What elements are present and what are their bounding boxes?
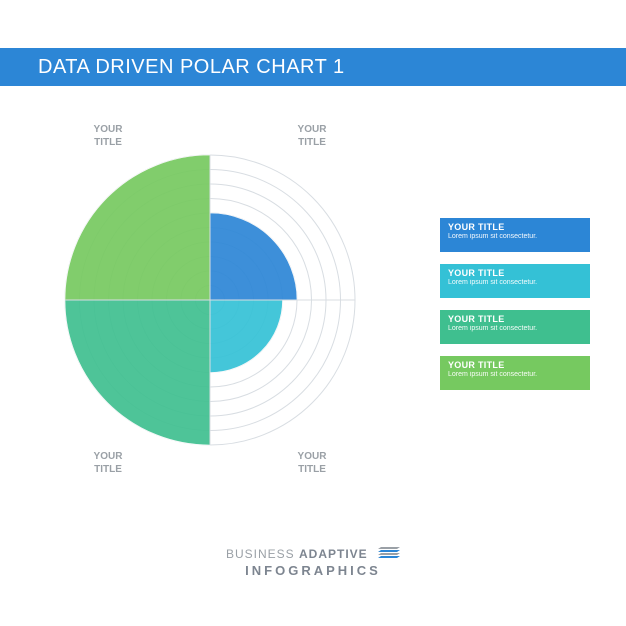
legend-item-desc: Lorem ipsum sit consectetur. <box>448 279 582 287</box>
footer-text-light: BUSINESS <box>226 547 299 561</box>
quadrant-label-bottom-right: YOURTITLE <box>282 451 342 476</box>
legend-item-title: YOUR TITLE <box>448 360 582 370</box>
legend-item-title: YOUR TITLE <box>448 268 582 278</box>
legend-item: YOUR TITLE Lorem ipsum sit consectetur. <box>440 310 590 344</box>
legend-item: YOUR TITLE Lorem ipsum sit consectetur. <box>440 218 590 252</box>
legend-item: YOUR TITLE Lorem ipsum sit consectetur. <box>440 264 590 298</box>
bars-icon <box>378 547 400 562</box>
quadrant-label-top-left: YOURTITLE <box>78 124 138 149</box>
legend: YOUR TITLE Lorem ipsum sit consectetur. … <box>440 218 590 402</box>
footer-text-bold: ADAPTIVE <box>299 547 368 561</box>
legend-item-title: YOUR TITLE <box>448 222 582 232</box>
quadrant-label-top-right: YOURTITLE <box>282 124 342 149</box>
footer-brand-line2: INFOGRAPHICS <box>0 563 626 578</box>
polar-chart: YOURTITLE YOURTITLE YOURTITLE YOURTITLE <box>40 130 380 470</box>
legend-item-desc: Lorem ipsum sit consectetur. <box>448 233 582 241</box>
page-root: DATA DRIVEN POLAR CHART 1 YOURTITLE YOUR… <box>0 0 626 626</box>
quadrant-label-bottom-left: YOURTITLE <box>78 451 138 476</box>
legend-item-title: YOUR TITLE <box>448 314 582 324</box>
legend-item: YOUR TITLE Lorem ipsum sit consectetur. <box>440 356 590 390</box>
header-bar: DATA DRIVEN POLAR CHART 1 <box>0 48 626 86</box>
polar-chart-svg <box>40 130 380 470</box>
legend-item-desc: Lorem ipsum sit consectetur. <box>448 325 582 333</box>
footer: BUSINESS ADAPTIVE INFOGRAPHICS <box>0 547 626 578</box>
footer-brand-line1: BUSINESS ADAPTIVE <box>0 547 626 562</box>
legend-item-desc: Lorem ipsum sit consectetur. <box>448 371 582 379</box>
page-title: DATA DRIVEN POLAR CHART 1 <box>38 56 345 79</box>
